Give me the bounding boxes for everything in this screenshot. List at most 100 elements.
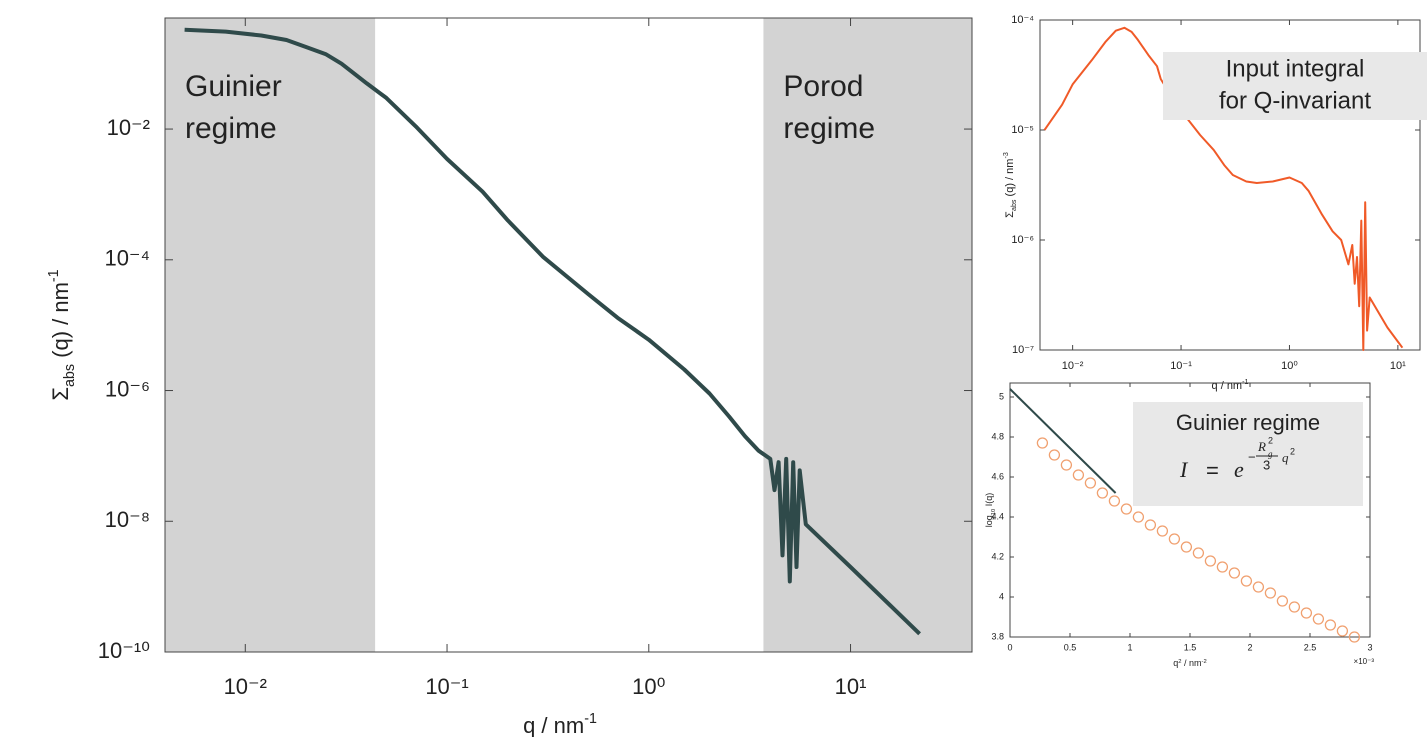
data-point [1276, 595, 1289, 607]
data-point [1048, 449, 1061, 461]
data-point [1108, 495, 1121, 507]
x-axis-label: q2 / nm-2 [1173, 658, 1207, 668]
y-axis-label-part: -1 [46, 269, 62, 282]
x-tick-label: 10⁰ [1281, 360, 1298, 372]
x-tick-label: 1.5 [1184, 642, 1197, 652]
annotation-box [1133, 402, 1363, 506]
y-axis-label-part: (q) / nm [1004, 159, 1016, 200]
data-point [1312, 613, 1325, 625]
y-tick-label: 4.4 [991, 511, 1004, 521]
plot-frame [1039, 19, 1421, 351]
data-point [1036, 437, 1049, 449]
data-point [1300, 607, 1313, 619]
data-point [1180, 541, 1193, 553]
data-point [1288, 601, 1301, 613]
x-axis-label-part: -2 [1202, 659, 1207, 665]
data-point [1336, 625, 1349, 637]
formula-part: I [1179, 457, 1189, 482]
x-tick-label: 10¹ [1390, 360, 1406, 372]
y-tick-label: 10⁻⁴ [104, 246, 150, 271]
data-point [1084, 477, 1097, 489]
y-tick-label: 10⁻¹⁰ [98, 638, 150, 663]
x-axis-label-part: -1 [1242, 378, 1248, 386]
data-point [1192, 547, 1205, 559]
x-tick-label: 1 [1127, 642, 1132, 652]
y-tick-label: 4.8 [991, 431, 1004, 441]
y-tick-label: 4 [999, 591, 1004, 601]
x-axis-label: q / nm-1 [1212, 378, 1249, 392]
x-tick-label: 2.5 [1304, 642, 1317, 652]
data-point [1144, 519, 1157, 531]
data-point [1156, 525, 1169, 537]
formula-part: 2 [1268, 435, 1273, 445]
y-tick-label: 3.8 [991, 631, 1004, 641]
formula-part: R [1257, 439, 1266, 454]
data-point [1228, 567, 1241, 579]
y-tick-label: 10⁻² [107, 115, 150, 140]
y-tick-label: 5 [999, 391, 1004, 401]
y-axis-label-part: -3 [1002, 152, 1010, 158]
regime-label: regime [783, 112, 875, 145]
formula-part: 3 [1263, 457, 1270, 472]
data-point [1216, 561, 1229, 573]
x-tick-label: 0.5 [1064, 642, 1077, 652]
y-tick-label: 10⁻⁶ [105, 376, 150, 401]
formula-part: = [1206, 458, 1219, 483]
y-tick-label: 4.6 [991, 471, 1004, 481]
data-point [1132, 511, 1145, 523]
y-axis-label-part: 10 [991, 508, 997, 515]
plot-frame [164, 17, 973, 653]
y-axis-label-part: Σ [1004, 211, 1016, 218]
data-point [1072, 469, 1085, 481]
x-axis-label-part: q [1173, 658, 1178, 668]
y-axis-label: Σabs (q) / nm-3 [1002, 152, 1018, 218]
x-axis-label-part: q / nm [523, 713, 584, 737]
y-tick-label: 10⁻⁷ [1012, 344, 1034, 356]
x-axis-label-part: / nm [1182, 658, 1202, 668]
data-point [1120, 503, 1133, 515]
y-axis-label-part: log [984, 515, 994, 527]
annotation-text: Guinier regime [1176, 410, 1320, 435]
x-tick-label: 10⁰ [632, 674, 665, 699]
data-point [1348, 631, 1361, 643]
x-tick-label: 10⁻² [1062, 360, 1084, 372]
y-tick-label: 10⁻⁵ [1011, 124, 1034, 136]
formula-part: − [1248, 449, 1256, 464]
y-axis-label-part: abs [1010, 199, 1018, 211]
data-point [1060, 459, 1073, 471]
x-tick-label: 0 [1007, 642, 1012, 652]
formula-part: e [1234, 457, 1244, 482]
regime-label: Porod [783, 70, 863, 103]
annotation-box [1163, 52, 1427, 120]
data-line [1043, 26, 1404, 351]
x-tick-label: 2 [1247, 642, 1252, 652]
y-axis-label: Σabs (q) / nm-1 [46, 269, 78, 400]
formula-part: 2 [1290, 446, 1295, 456]
data-point [1252, 581, 1265, 593]
x-tick-label: 3 [1367, 642, 1372, 652]
data-point [1168, 533, 1181, 545]
data-point [1096, 487, 1109, 499]
y-axis-label-part: (q) / nm [48, 282, 73, 364]
x-axis-label-part: -1 [584, 711, 597, 727]
formula-part: q [1282, 450, 1289, 465]
y-tick-label: 10⁻⁴ [1011, 14, 1034, 26]
y-axis-label-part: Σ [48, 387, 73, 401]
regime-label: regime [185, 112, 277, 145]
y-tick-label: 10⁻⁸ [105, 507, 150, 532]
x-tick-label: 10⁻¹ [1170, 360, 1192, 372]
y-axis-label-part: abs [62, 364, 78, 387]
data-point [1264, 587, 1277, 599]
y-axis-label-part: I(q) [984, 493, 994, 509]
annotation-text: for Q-invariant [1219, 87, 1371, 114]
data-point [1240, 575, 1253, 587]
x-tick-label: 10⁻² [224, 674, 267, 699]
x-axis-label-part: 2 [1178, 659, 1181, 665]
data-point [1324, 619, 1337, 631]
regime-band [165, 18, 376, 652]
x-axis-label: q / nm-1 [523, 711, 597, 737]
annotation-text: Input integral [1226, 55, 1365, 82]
data-point [1204, 555, 1217, 567]
